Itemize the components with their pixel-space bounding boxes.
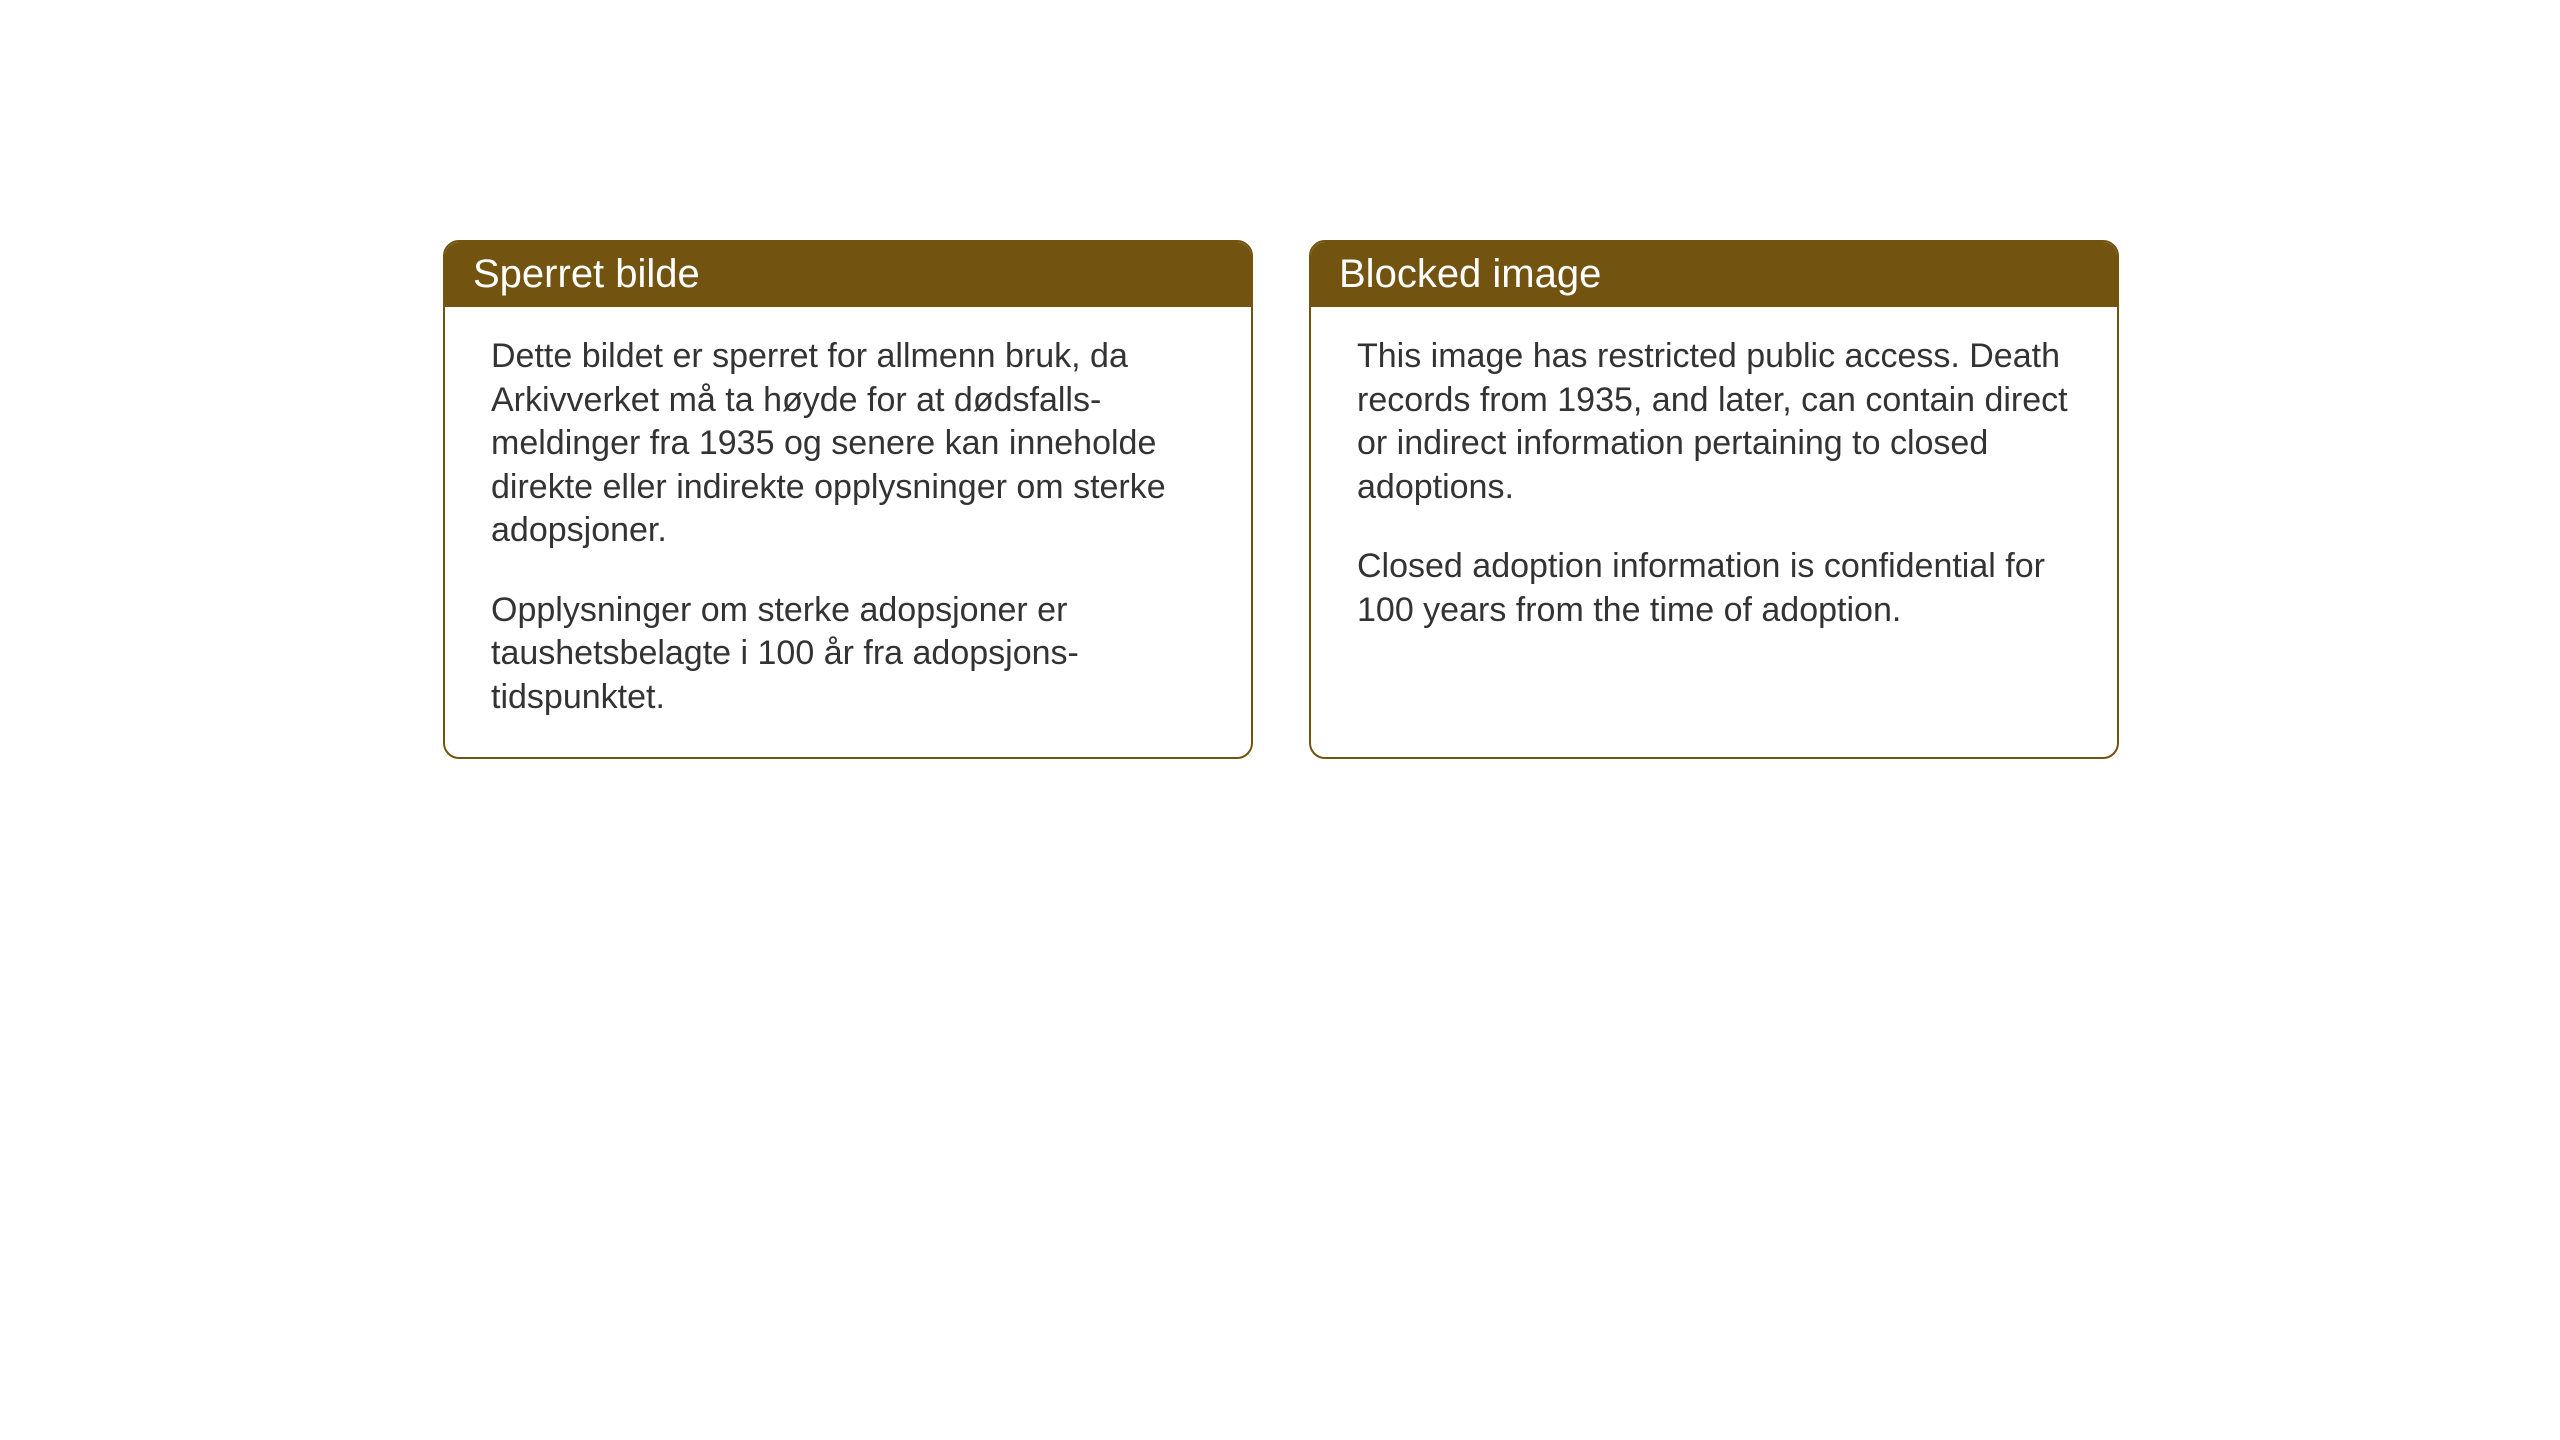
notice-title-english: Blocked image [1339, 252, 1601, 296]
notice-paragraph-1-norwegian: Dette bildet er sperret for allmenn bruk… [491, 335, 1205, 553]
notice-paragraph-2-norwegian: Opplysninger om sterke adopsjoner er tau… [491, 589, 1205, 720]
notice-box-norwegian: Sperret bilde Dette bildet er sperret fo… [443, 240, 1253, 759]
notice-paragraph-2-english: Closed adoption information is confident… [1357, 545, 2071, 632]
notice-box-english: Blocked image This image has restricted … [1309, 240, 2119, 759]
notice-paragraph-1-english: This image has restricted public access.… [1357, 335, 2071, 509]
notice-title-norwegian: Sperret bilde [473, 252, 700, 296]
notice-body-english: This image has restricted public access.… [1311, 307, 2117, 670]
notice-header-english: Blocked image [1311, 242, 2117, 307]
notice-container: Sperret bilde Dette bildet er sperret fo… [443, 240, 2119, 759]
notice-body-norwegian: Dette bildet er sperret for allmenn bruk… [445, 307, 1251, 757]
notice-header-norwegian: Sperret bilde [445, 242, 1251, 307]
